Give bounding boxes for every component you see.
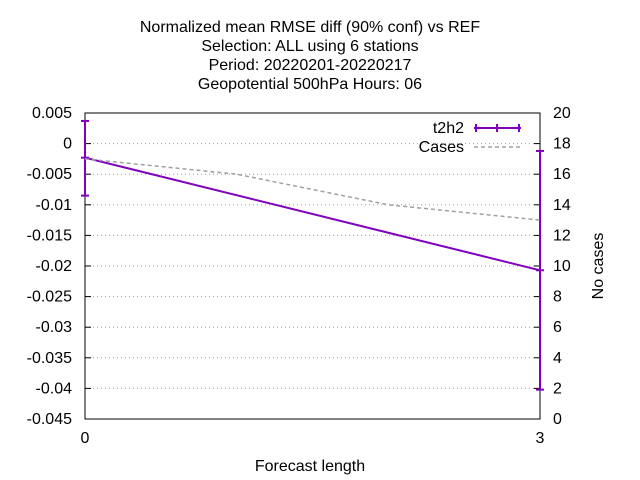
y2-tick-label: 18	[553, 136, 571, 153]
x-tick-label: 0	[81, 430, 90, 447]
chart-title: Normalized mean RMSE diff (90% conf) vs …	[140, 19, 480, 93]
y-tick-label: -0.04	[36, 380, 73, 397]
y-tick-label: -0.03	[36, 319, 73, 336]
y2-axis-label: No cases	[590, 233, 607, 300]
x-tick-label: 3	[536, 430, 545, 447]
x-axis-label: Forecast length	[255, 458, 365, 475]
legend-label: Cases	[419, 139, 464, 156]
y2-tick-label: 8	[553, 289, 562, 306]
title-line: Selection: ALL using 6 stations	[201, 38, 418, 55]
legend-label: t2h2	[433, 120, 464, 137]
series-line-t2h2	[84, 156, 541, 272]
grid	[85, 143, 540, 389]
title-line: Normalized mean RMSE diff (90% conf) vs …	[140, 19, 480, 36]
y-tick-label: -0.015	[27, 227, 72, 244]
series	[81, 119, 544, 391]
y-tick-label: -0.02	[36, 258, 73, 275]
y2-tick-label: 4	[553, 350, 562, 367]
legend: t2h2 Cases	[419, 120, 521, 156]
y-tick-label: -0.01	[36, 197, 73, 214]
y2-tick-label: 0	[553, 411, 562, 428]
y-tick-label: 0	[63, 136, 72, 153]
y2-tick-label: 20	[553, 105, 571, 122]
y2-tick-label: 6	[553, 319, 562, 336]
y-tick-label: -0.035	[27, 350, 72, 367]
y2-tick-label: 10	[553, 258, 571, 275]
title-line: Geopotential 500hPa Hours: 06	[198, 76, 422, 93]
y-tick-label: 0.005	[32, 105, 72, 122]
y-axis: 0.005 0 -0.005 -0.01 -0.015 -0.02 -0.025 -0.03 -…	[27, 105, 91, 428]
series-line-cases	[84, 158, 541, 221]
y2-tick-label: 14	[553, 197, 571, 214]
y2-tick-label: 2	[553, 380, 562, 397]
y-tick-label: -0.005	[27, 166, 72, 183]
y2-tick-label: 12	[553, 227, 571, 244]
y-tick-label: -0.045	[27, 411, 72, 428]
y2-axis: 0 2 4 6 8 10 12 14 16 18 20	[534, 105, 571, 428]
title-line: Period: 20220201-20220217	[209, 57, 412, 74]
y2-tick-label: 16	[553, 166, 571, 183]
y-tick-label: -0.025	[27, 289, 72, 306]
